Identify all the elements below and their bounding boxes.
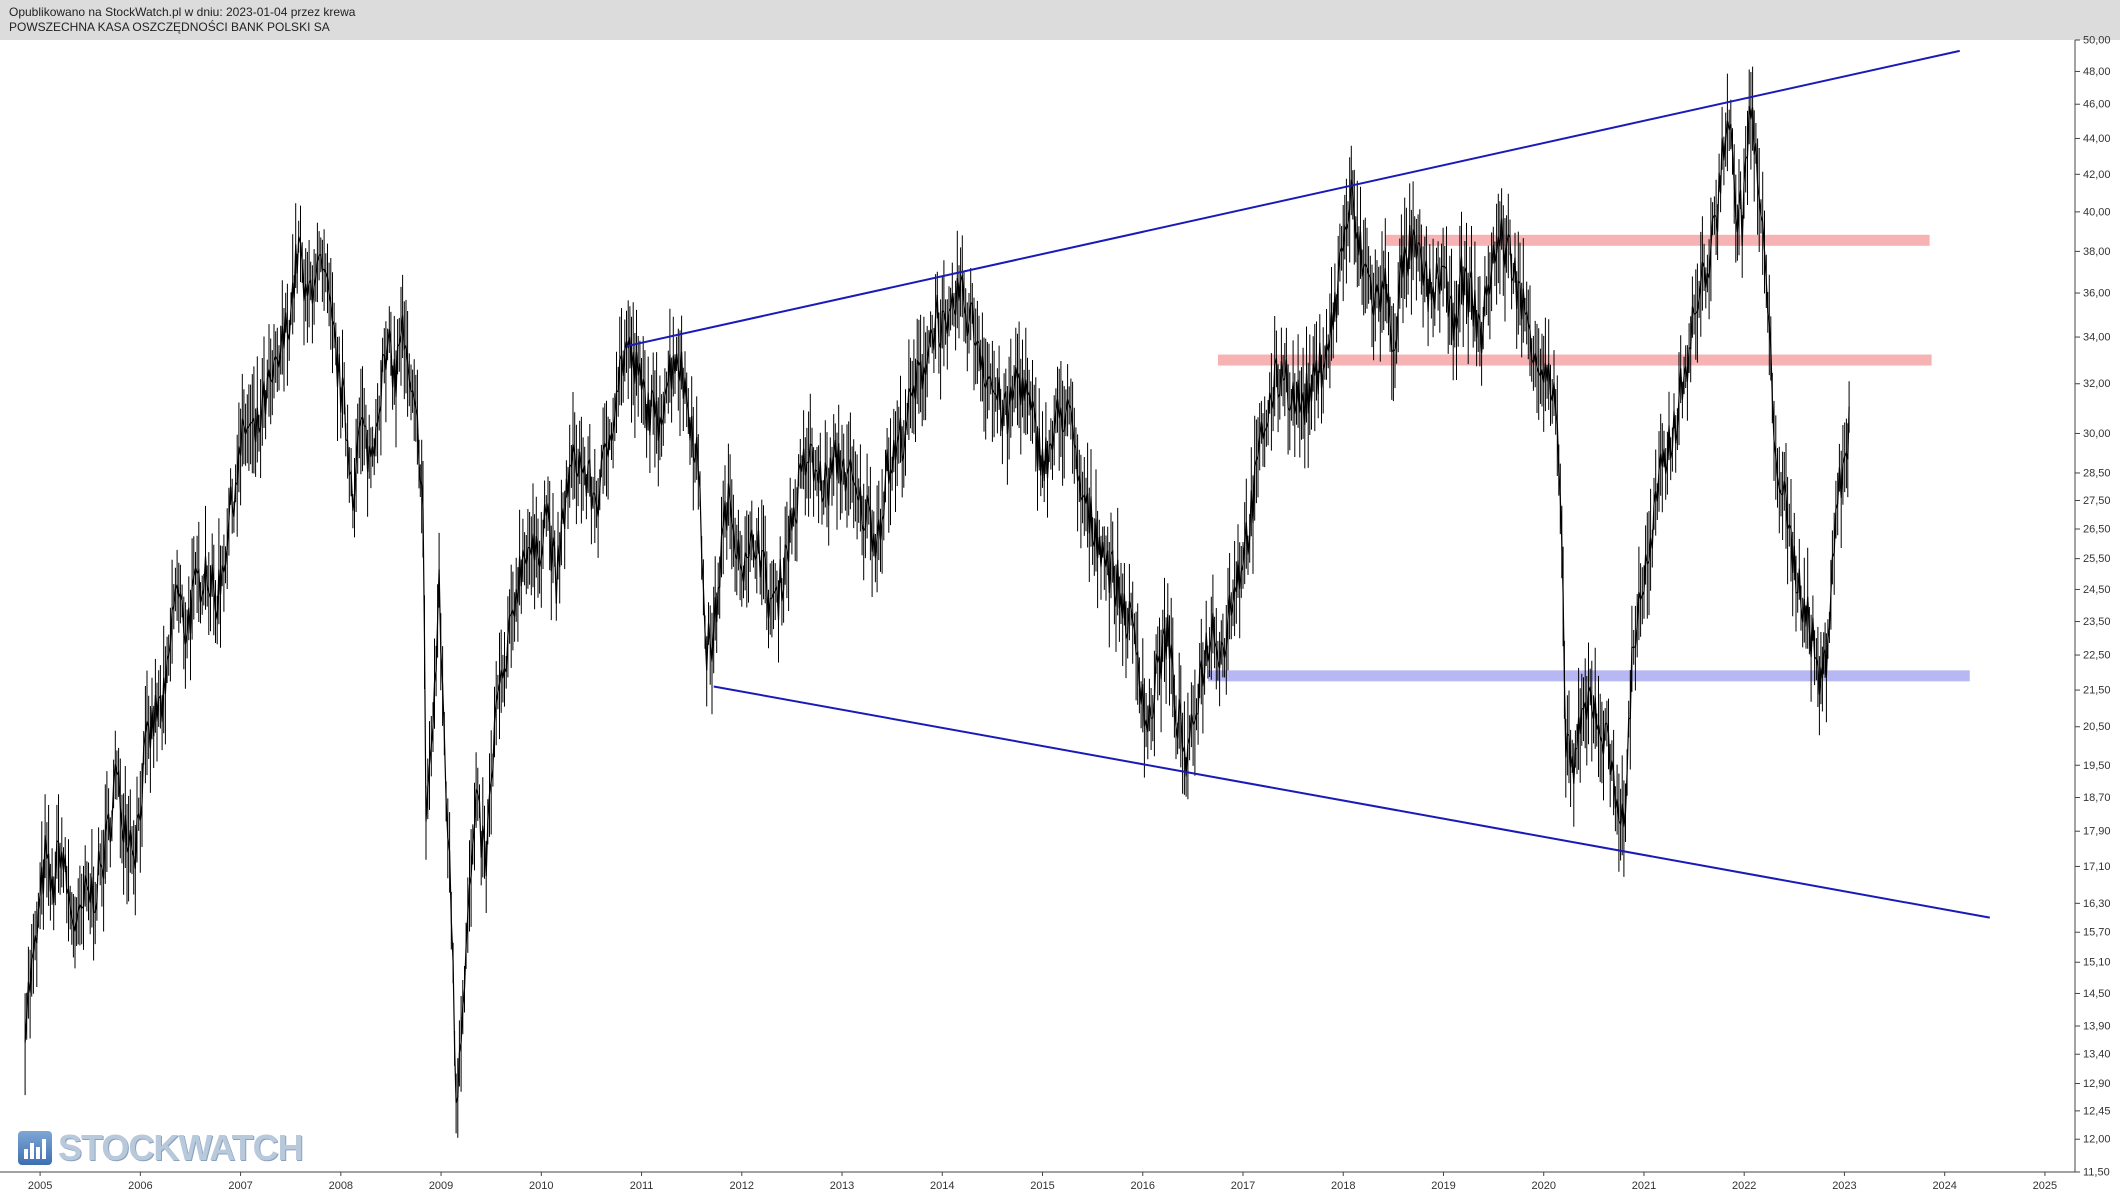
y-tick-label: 32,00	[2083, 378, 2111, 390]
y-tick-label: 50,00	[2083, 35, 2111, 47]
trendlines	[626, 49, 1990, 919]
y-tick-label: 13,90	[2083, 1021, 2111, 1033]
y-tick-label: 48,00	[2083, 66, 2111, 78]
y-tick-label: 24,50	[2083, 584, 2111, 596]
logo-text: STOCKWATCH	[58, 1127, 304, 1168]
y-tick-label: 38,00	[2083, 246, 2111, 258]
x-tick-label: 2014	[930, 1180, 954, 1192]
x-tick-label: 2009	[429, 1180, 453, 1192]
y-tick-label: 21,50	[2083, 685, 2111, 697]
price-bars	[24, 66, 1850, 1138]
y-tick-label: 17,90	[2083, 826, 2111, 838]
chart-header: Opublikowano na StockWatch.pl w dniu: 20…	[0, 0, 2120, 40]
x-tick-label: 2016	[1131, 1180, 1155, 1192]
stockwatch-logo: STOCKWATCH	[18, 1127, 304, 1168]
y-tick-label: 18,70	[2083, 792, 2111, 804]
y-tick-label: 12,90	[2083, 1078, 2111, 1090]
x-tick-label: 2010	[529, 1180, 553, 1192]
y-tick-label: 26,50	[2083, 524, 2111, 536]
y-tick-label: 23,50	[2083, 616, 2111, 628]
x-tick-label: 2024	[1932, 1180, 1956, 1192]
x-tick-label: 2008	[329, 1180, 353, 1192]
y-tick-label: 15,70	[2083, 927, 2111, 939]
x-tick-label: 2020	[1531, 1180, 1555, 1192]
x-tick-label: 2018	[1331, 1180, 1355, 1192]
y-tick-label: 12,00	[2083, 1134, 2111, 1146]
x-tick-label: 2017	[1231, 1180, 1255, 1192]
x-tick-label: 2013	[830, 1180, 854, 1192]
y-tick-label: 44,00	[2083, 133, 2111, 145]
y-tick-label: 30,00	[2083, 428, 2111, 440]
x-tick-label: 2023	[1832, 1180, 1856, 1192]
x-tick-label: 2019	[1431, 1180, 1455, 1192]
x-tick-label: 2015	[1030, 1180, 1054, 1192]
x-tick-label: 2012	[730, 1180, 754, 1192]
bar-chart-icon	[18, 1131, 52, 1165]
y-tick-label: 12,45	[2083, 1105, 2111, 1117]
y-tick-label: 42,00	[2083, 169, 2111, 181]
y-tick-label: 15,10	[2083, 957, 2111, 969]
x-tick-label: 2006	[128, 1180, 152, 1192]
lower-trendline	[713, 685, 1990, 919]
y-tick-label: 17,10	[2083, 861, 2111, 873]
y-tick-label: 11,50	[2083, 1167, 2110, 1179]
y-tick-label: 13,40	[2083, 1049, 2111, 1061]
y-tick-label: 22,50	[2083, 650, 2111, 662]
x-tick-label: 2005	[28, 1180, 52, 1192]
x-tick-label: 2025	[2033, 1180, 2057, 1192]
publication-info: Opublikowano na StockWatch.pl w dniu: 20…	[9, 5, 356, 19]
y-tick-label: 28,50	[2083, 467, 2111, 479]
x-tick-label: 2011	[630, 1180, 654, 1192]
price-series	[24, 66, 1850, 1138]
upper-trendline	[626, 49, 1960, 348]
y-tick-label: 27,50	[2083, 495, 2111, 507]
y-tick-label: 25,50	[2083, 553, 2111, 565]
y-tick-label: 20,50	[2083, 721, 2111, 733]
y-tick-label: 36,00	[2083, 288, 2111, 300]
y-tick-label: 19,50	[2083, 760, 2111, 772]
y-tick-label: 14,50	[2083, 988, 2111, 1000]
horizontal-zone-2	[1217, 354, 1932, 366]
x-tick-label: 2021	[1632, 1180, 1656, 1192]
chart-axes: 50,00 48,00 46,00 44,00 42,00 40,00 38,00 36,00…	[0, 35, 2111, 1192]
horizontal-zone-1	[1385, 234, 1930, 246]
x-tick-label: 2007	[228, 1180, 252, 1192]
y-tick-label: 16,30	[2083, 898, 2111, 910]
x-tick-label: 2022	[1732, 1180, 1756, 1192]
price-line	[24, 105, 1850, 1104]
instrument-name: POWSZECHNA KASA OSZCZĘDNOŚCI BANK POLSKI…	[9, 20, 330, 34]
y-tick-label: 40,00	[2083, 206, 2111, 218]
support-resistance-zones	[1207, 234, 1970, 682]
y-tick-label: 46,00	[2083, 99, 2111, 111]
y-tick-label: 34,00	[2083, 332, 2111, 344]
